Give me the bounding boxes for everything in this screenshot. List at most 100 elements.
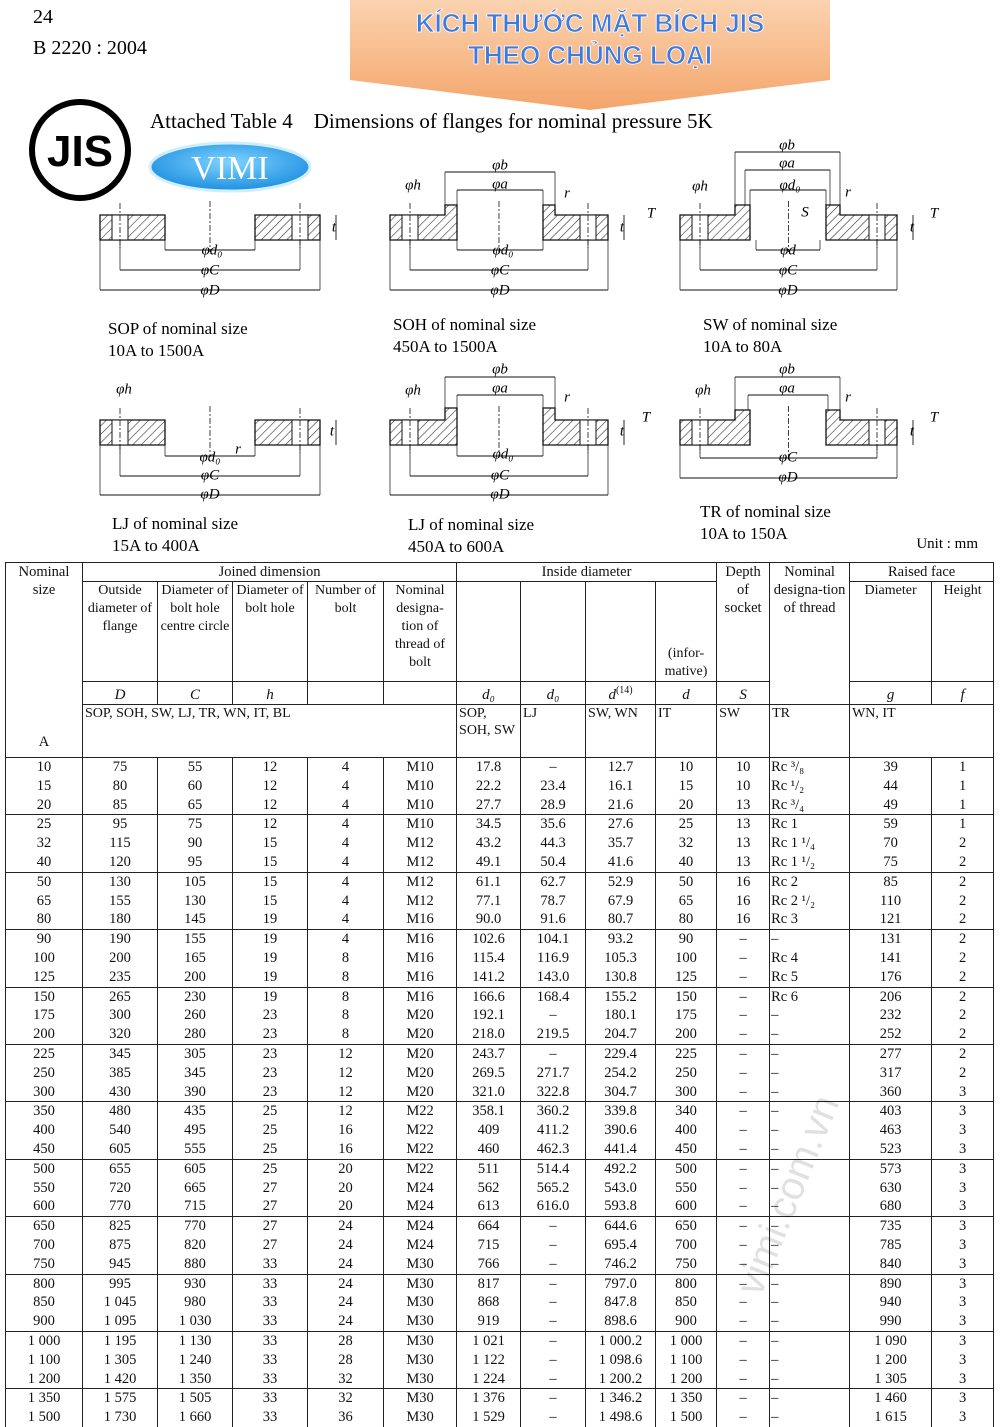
dimension-label: r (564, 389, 570, 405)
cell: 1 529 (456, 1408, 522, 1427)
dimension-label: T (930, 205, 940, 221)
cell: 930 (157, 1274, 233, 1294)
symbol: g (849, 681, 933, 705)
cell: – (769, 1063, 851, 1083)
cell: M20 (382, 1044, 458, 1064)
cell: M16 (382, 910, 458, 931)
cell: 80 (5, 910, 83, 931)
table-row: 750 945 880 33 24 M30 766–746.2 750– –840 3 (5, 1254, 995, 1275)
cell: 300 (655, 1082, 718, 1103)
table-caption: Attached Table 4 Dimensions of flanges f… (150, 109, 713, 133)
cell: 59 (849, 814, 933, 835)
table-row: 32 115 90 15 4 M12 43.2 44.3 35.7 32 13 Rc 1 ¹/₄ 70 2 (5, 834, 995, 853)
cell: 24 (307, 1254, 384, 1275)
cell: 141 (849, 948, 933, 968)
cell: Rc 1 ¹/₂ (769, 852, 851, 873)
cell: 1 200 (5, 1369, 83, 1390)
cell: 1 100 (655, 1350, 718, 1370)
cell: 4 (307, 891, 384, 911)
cell: 250 (655, 1063, 718, 1083)
standard-code: B 2220 : 2004 (33, 37, 147, 59)
cell: 616.0 (520, 1197, 587, 1218)
flange-section (825, 409, 898, 446)
cell: Rc 2 (769, 872, 851, 892)
header-and-diagrams: 24 B 2220 : 2004 KÍCH THƯỚC MẶT BÍCH JIS… (29, 0, 978, 556)
cell: 995 (82, 1274, 158, 1294)
cell: – (769, 1388, 851, 1409)
cell: 24 (307, 1235, 384, 1255)
cell: 95 (82, 814, 158, 835)
cell: Rc ³/₈ (769, 757, 851, 777)
cell: – (716, 929, 771, 949)
cell: – (769, 1274, 851, 1294)
dimension-table: Nominal size A Joined dimension Inside di… (5, 562, 995, 1427)
cell: M24 (382, 1197, 458, 1218)
header-cell (585, 581, 657, 682)
cell: 33 (232, 1274, 308, 1294)
cell: 150 (655, 987, 718, 1007)
cell: 1 500 (655, 1408, 718, 1427)
symbol (307, 681, 384, 705)
dimension-label: φC (201, 467, 220, 483)
cell: 1 200.2 (585, 1369, 657, 1390)
cell: 1 660 (157, 1408, 233, 1427)
cell: – (716, 948, 771, 968)
cell: 1 200 (655, 1369, 718, 1390)
cell: 3 (931, 1388, 995, 1409)
cell: 70 (849, 834, 933, 853)
cell: 277 (849, 1044, 933, 1064)
cell: 1 224 (456, 1369, 522, 1390)
cell: 32 (5, 834, 83, 853)
cell: 125 (655, 967, 718, 988)
cell: 100 (655, 948, 718, 968)
applicability: SW, WN (585, 704, 657, 758)
cell: 75 (82, 757, 158, 777)
cell: 27 (232, 1178, 308, 1198)
cell: 12 (307, 1082, 384, 1103)
symbol: d (655, 681, 718, 705)
dimension-label: φh (405, 382, 421, 398)
cell: – (716, 1063, 771, 1083)
dimension-label: φd₀ (492, 242, 513, 258)
cell: – (769, 1254, 851, 1275)
cell: 1 240 (157, 1350, 233, 1370)
cell: 664 (456, 1216, 522, 1236)
cell: 850 (655, 1293, 718, 1313)
cell: 411.2 (520, 1121, 587, 1140)
cell: 12 (232, 795, 308, 816)
dimension-label: φC (491, 467, 510, 483)
symbol: f (931, 681, 995, 705)
cell: 797.0 (585, 1274, 657, 1294)
cell: 254.2 (585, 1063, 657, 1083)
dimension-label: φD (778, 282, 797, 298)
cell: 20 (307, 1178, 384, 1198)
dimension-label: φC (779, 262, 798, 278)
cell: – (769, 1006, 851, 1026)
table-row: 600 770 715 27 20 M24 613 616.0 593.8 600– –680 3 (5, 1197, 995, 1218)
cell: 44 (849, 776, 933, 796)
cell: 1 346.2 (585, 1388, 657, 1409)
cell: 75 (849, 852, 933, 873)
cell: 25 (655, 814, 718, 835)
cell: 15 (232, 891, 308, 911)
banner-title: KÍCH THƯỚC MẶT BÍCH JIS (416, 8, 765, 38)
cell: – (716, 987, 771, 1007)
cell: – (716, 1216, 771, 1236)
cell: 3 (931, 1235, 995, 1255)
cell: 800 (655, 1274, 718, 1294)
cell: 385 (82, 1063, 158, 1083)
cell: 409 (456, 1121, 522, 1140)
symbol (382, 681, 458, 705)
dimension-label: φh (692, 178, 708, 194)
cell: 40 (5, 852, 83, 873)
applicability: TR (769, 704, 851, 758)
page-number: 24 (33, 6, 53, 28)
cell: 25 (5, 814, 83, 835)
cell: 19 (232, 967, 308, 988)
cell: 495 (157, 1121, 233, 1140)
cell: 180 (82, 910, 158, 931)
table-row: 100 200 165 19 8 M16 115.4 116.9 105.3 100– Rc 4 14… (5, 948, 995, 968)
cell: 52.9 (585, 872, 657, 892)
dimension-label: φa (779, 155, 795, 171)
cell: 321.0 (456, 1082, 522, 1103)
